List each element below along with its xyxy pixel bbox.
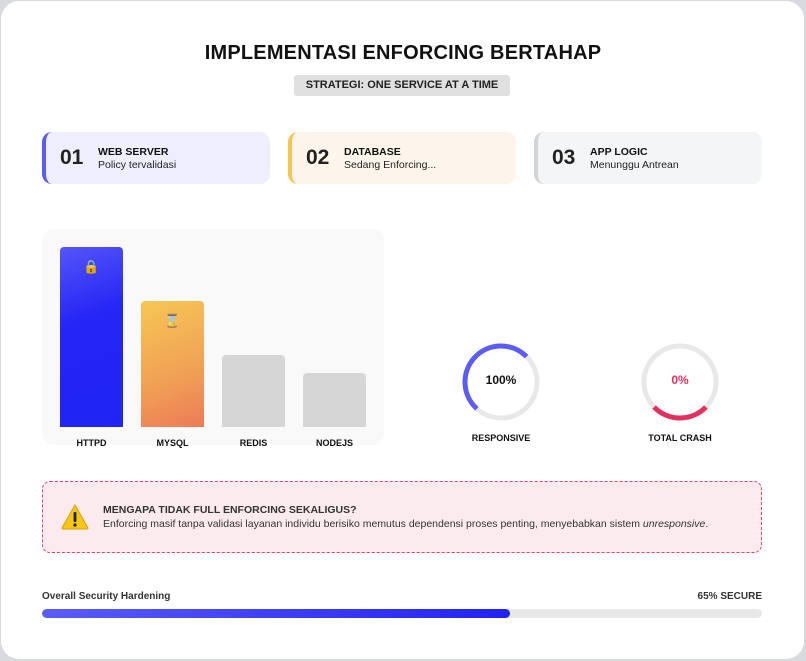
progress-value: 65% SECURE: [697, 591, 762, 602]
gauge-label: TOTAL CRASH: [648, 433, 712, 443]
bar-redis: [222, 355, 285, 427]
warning-text: Enforcing masif tanpa validasi layanan i…: [103, 518, 643, 530]
progress-label: Overall Security Hardening: [42, 591, 171, 602]
step-status: Policy tervalidasi: [98, 159, 177, 171]
gauge-value: 0%: [671, 373, 689, 387]
bar-httpd: 🔒: [60, 247, 123, 427]
step-card-database: 02 DATABASE Sedang Enforcing...: [288, 132, 516, 184]
step-number: 01: [60, 146, 84, 169]
gauge-responsive: [462, 343, 540, 421]
step-status: Sedang Enforcing...: [344, 159, 437, 171]
step-status: Menunggu Antrean: [590, 159, 679, 171]
warning-body: Enforcing masif tanpa validasi layanan i…: [103, 518, 708, 530]
gauge-value: 100%: [485, 373, 517, 387]
step-card-app-logic: 03 APP LOGIC Menunggu Antrean: [534, 132, 762, 184]
progress-fill: [42, 609, 510, 618]
bar-label: REDIS: [239, 438, 268, 448]
step-name: APP LOGIC: [590, 146, 648, 158]
step-name: WEB SERVER: [98, 146, 169, 158]
page-title: IMPLEMENTASI ENFORCING BERTAHAP: [204, 42, 602, 64]
gauge-total-crash: [641, 343, 719, 421]
warning-text-end: .: [705, 518, 709, 530]
warning-box: MENGAPA TIDAK FULL ENFORCING SEKALIGUS? …: [42, 481, 762, 553]
step-card-web-server: 01 WEB SERVER Policy tervalidasi: [42, 132, 270, 184]
bar-label: HTTPD: [76, 438, 107, 448]
warning-icon: [61, 504, 89, 530]
strategy-badge: STRATEGI: ONE SERVICE AT A TIME: [294, 75, 510, 96]
step-number: 02: [306, 146, 330, 169]
security-progress-bar: [42, 609, 762, 618]
step-number: 03: [552, 146, 576, 169]
bar-mysql: ⌛: [141, 301, 204, 427]
lock-icon: 🔒: [83, 259, 100, 274]
bar-label: NODEJS: [315, 438, 353, 448]
bar-label: MYSQL: [156, 438, 189, 448]
step-name: DATABASE: [344, 146, 401, 158]
bar-nodejs: [303, 373, 366, 427]
warning-emphasis: unresponsive: [642, 518, 706, 530]
warning-heading: MENGAPA TIDAK FULL ENFORCING SEKALIGUS?: [103, 504, 357, 516]
gauge-label: RESPONSIVE: [471, 433, 531, 443]
hourglass-icon: ⌛: [164, 313, 181, 328]
gauge-arc: [462, 343, 540, 421]
